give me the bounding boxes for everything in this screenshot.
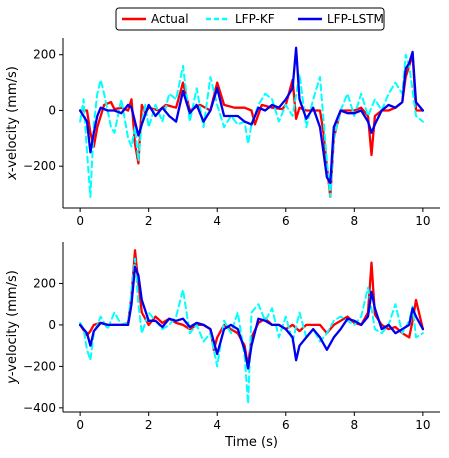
- legend-label-lfp-lstm: LFP-LSTM: [327, 12, 384, 26]
- x-tick-label: 8: [350, 418, 358, 432]
- x-tick-label: 10: [415, 418, 430, 432]
- y-axis-label-var: x: [5, 172, 20, 181]
- x-tick-label: 4: [213, 214, 221, 228]
- y-tick-label: 0: [48, 318, 56, 332]
- series-line-actual: [78, 53, 425, 199]
- y-axis-label: y-velocity (mm/s): [5, 270, 20, 385]
- y-tick-label: −200: [23, 359, 56, 373]
- x-tick-label: 6: [282, 214, 290, 228]
- x-tick-label: 10: [415, 214, 430, 228]
- x-tick-label: 8: [350, 214, 358, 228]
- y-axis-label-rest: -velocity (mm/s): [5, 270, 20, 376]
- series-group: [78, 46, 425, 199]
- legend-label-lfp-kf: LFP-KF: [235, 12, 275, 26]
- y-tick-label: −200: [23, 159, 56, 173]
- x-tick-label: 2: [145, 214, 153, 228]
- x-tick-label: 2: [145, 418, 153, 432]
- legend: Actual LFP-KF LFP-LSTM: [115, 7, 385, 31]
- series-line-lfp-lstm: [78, 46, 425, 185]
- y-tick-label: −400: [23, 401, 56, 415]
- x-velocity-panel: 0 2 4 6 8 10 −200 0 200 x-velocity (mm/s): [5, 38, 440, 228]
- series-line-lfp-lstm: [78, 265, 425, 370]
- y-tick-label: 200: [33, 276, 56, 290]
- y-axis-label-var: y: [5, 376, 20, 385]
- series-line-lfp-kf: [79, 53, 424, 198]
- x-tick-label: 4: [213, 418, 221, 432]
- x-tick-label: 0: [76, 418, 84, 432]
- y-axis-label-rest: -velocity (mm/s): [5, 66, 20, 172]
- y-velocity-panel: 0 2 4 6 8 10 −400 −200 0 200 y-velocity (mm/s) Time…: [5, 242, 440, 450]
- series-group: [78, 249, 425, 405]
- legend-box: [115, 7, 385, 31]
- x-tick-label: 6: [282, 418, 290, 432]
- legend-label-actual: Actual: [151, 12, 189, 26]
- x-tick-label: 0: [76, 214, 84, 228]
- y-tick-label: 200: [33, 48, 56, 62]
- y-tick-label: 0: [48, 103, 56, 117]
- series-line-lfp-kf: [79, 257, 424, 405]
- y-axis-label: x-velocity (mm/s): [5, 66, 20, 181]
- x-axis-label: Time (s): [224, 435, 278, 450]
